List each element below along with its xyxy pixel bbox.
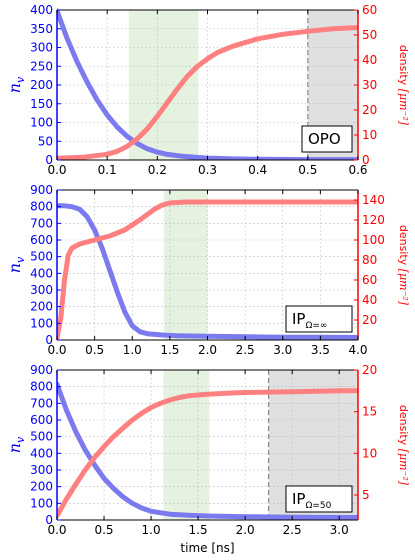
annotation-box xyxy=(285,305,353,333)
x-tick-label: 1.5 xyxy=(189,523,208,537)
y-left-tick-label: 700 xyxy=(30,396,53,410)
x-tick-label: 3.5 xyxy=(311,343,330,357)
y-right-tick-label: 60 xyxy=(362,3,377,17)
x-tick-label: 0.0 xyxy=(47,343,66,357)
y-left-tick-label: 100 xyxy=(30,116,53,130)
y-left-tick-label: 400 xyxy=(30,3,53,17)
y-left-tick-label: 600 xyxy=(30,413,53,427)
x-axis-label: time [ns] xyxy=(180,541,234,555)
y-right-tick-label: 80 xyxy=(362,253,377,267)
y-left-tick-label: 800 xyxy=(30,380,53,394)
y-right-axis-label: density [μm⁻²] xyxy=(397,405,410,486)
density-series-line xyxy=(57,388,358,519)
x-tick-label: 0.3 xyxy=(198,163,217,177)
y-right-tick-label: 20 xyxy=(362,103,377,117)
x-tick-label: 0.4 xyxy=(248,163,267,177)
y-left-tick-label: 300 xyxy=(30,41,53,55)
y-right-tick-label: 20 xyxy=(362,363,377,377)
x-tick-label: 0.1 xyxy=(98,163,117,177)
x-tick-label: 0.5 xyxy=(298,163,317,177)
y-left-tick-label: 0 xyxy=(45,333,53,347)
x-tick-label: 3.0 xyxy=(273,343,292,357)
y-left-tick-label: 100 xyxy=(30,496,53,510)
y-left-tick-label: 300 xyxy=(30,283,53,297)
y-left-tick-label: 800 xyxy=(30,200,53,214)
annotation-label: IPΩ=∞ xyxy=(292,310,327,331)
x-tick-label: 1.0 xyxy=(123,343,142,357)
y-left-tick-label: 0 xyxy=(45,513,53,527)
y-left-tick-label: 500 xyxy=(30,250,53,264)
y-right-tick-label: 40 xyxy=(362,53,377,67)
x-tick-label: 0.5 xyxy=(94,523,113,537)
x-tick-label: 2.0 xyxy=(236,523,255,537)
y-left-tick-label: 300 xyxy=(30,463,53,477)
y-right-axis-label: density [μm⁻²] xyxy=(397,225,410,306)
y-left-tick-label: 350 xyxy=(30,22,53,36)
nv-series-line xyxy=(57,381,358,520)
y-right-tick-label: 60 xyxy=(362,273,377,287)
y-right-tick-label: 100 xyxy=(362,233,385,247)
y-right-tick-label: 120 xyxy=(362,213,385,227)
y-left-axis-label: nv xyxy=(5,436,27,453)
green-region xyxy=(163,190,208,340)
x-tick-label: 0.0 xyxy=(47,163,66,177)
annotation-box xyxy=(285,485,353,513)
y-left-tick-label: 200 xyxy=(30,78,53,92)
y-right-tick-label: 20 xyxy=(362,313,377,327)
y-right-tick-label: 10 xyxy=(362,446,377,460)
y-left-tick-label: 150 xyxy=(30,97,53,111)
y-left-tick-label: 200 xyxy=(30,480,53,494)
y-right-tick-label: 15 xyxy=(362,405,377,419)
y-left-tick-label: 600 xyxy=(30,233,53,247)
panel-1: 0.0 0.1 0.2 0.3 0.4 0.5 0.60501001502002503003… xyxy=(5,3,410,177)
annotation-label: IPΩ=50 xyxy=(292,490,332,511)
y-right-tick-label: 0 xyxy=(362,153,370,167)
y-right-tick-label: 5 xyxy=(362,488,370,502)
y-left-axis-label: nv xyxy=(5,76,27,93)
x-tick-label: 2.5 xyxy=(236,343,255,357)
y-right-axis-label: density [μm⁻²] xyxy=(397,45,410,126)
annotation-label: OPO xyxy=(308,130,341,148)
annotation-box xyxy=(301,125,353,153)
y-left-tick-label: 50 xyxy=(38,134,53,148)
x-tick-label: 0.5 xyxy=(85,343,104,357)
x-tick-label: 1.0 xyxy=(142,523,161,537)
nv-series-line xyxy=(57,8,358,160)
y-right-tick-label: 10 xyxy=(362,128,377,142)
y-right-tick-label: 30 xyxy=(362,78,377,92)
y-left-tick-label: 700 xyxy=(30,216,53,230)
y-left-tick-label: 400 xyxy=(30,266,53,280)
density-series-line xyxy=(57,25,358,160)
y-left-tick-label: 400 xyxy=(30,446,53,460)
x-tick-label: 3.0 xyxy=(330,523,349,537)
x-tick-label: 1.5 xyxy=(160,343,179,357)
y-left-tick-label: 500 xyxy=(30,430,53,444)
y-left-tick-label: 900 xyxy=(30,183,53,197)
x-tick-label: 4.0 xyxy=(348,343,367,357)
y-left-tick-label: 900 xyxy=(30,363,53,377)
panel-2: 0.0 0.5 1.0 1.5 2.0 2.5 3.0 3.5 4.0 0 100 200 300 400… xyxy=(5,183,410,357)
density-series-line xyxy=(57,199,358,340)
y-left-axis-label: nv xyxy=(5,256,27,273)
x-tick-label: 2.5 xyxy=(283,523,302,537)
x-tick-label: 2.0 xyxy=(198,343,217,357)
nv-series-line xyxy=(57,203,358,340)
x-tick-label: 0.6 xyxy=(348,163,367,177)
x-tick-label: 0.0 xyxy=(47,523,66,537)
y-left-tick-label: 0 xyxy=(45,153,53,167)
y-right-tick-label: 50 xyxy=(362,28,377,42)
y-right-tick-label: 140 xyxy=(362,193,385,207)
y-right-tick-label: 40 xyxy=(362,293,377,307)
y-left-tick-label: 100 xyxy=(30,316,53,330)
y-left-tick-label: 250 xyxy=(30,59,53,73)
x-tick-label: 0.2 xyxy=(148,163,167,177)
panel-3: 0.0 0.5 1.0 1.5 2.0 2.5 3.0 0 100 200 300 400 500 600… xyxy=(5,363,410,555)
y-left-tick-label: 200 xyxy=(30,300,53,314)
